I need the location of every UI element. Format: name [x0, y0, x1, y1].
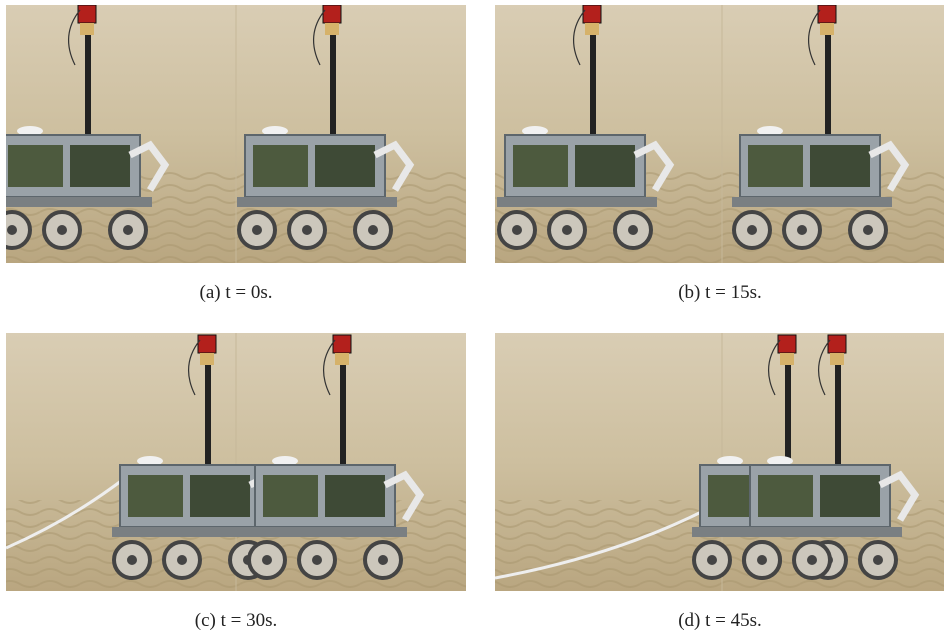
caption: (d) t = 45s.	[678, 610, 762, 630]
figure: (a) t = 0s. (b) t = 15s. (c) t = 30s. (d…	[0, 0, 948, 630]
photo	[0, 5, 466, 263]
caption: (c) t = 30s.	[195, 610, 277, 630]
photo	[495, 5, 944, 263]
caption: (b) t = 15s.	[678, 282, 762, 303]
page: (a) t = 0s. (b) t = 15s. (c) t = 30s. (d…	[0, 0, 948, 630]
caption: (a) t = 0s.	[200, 282, 273, 303]
photo	[495, 333, 944, 591]
photo	[6, 333, 466, 591]
